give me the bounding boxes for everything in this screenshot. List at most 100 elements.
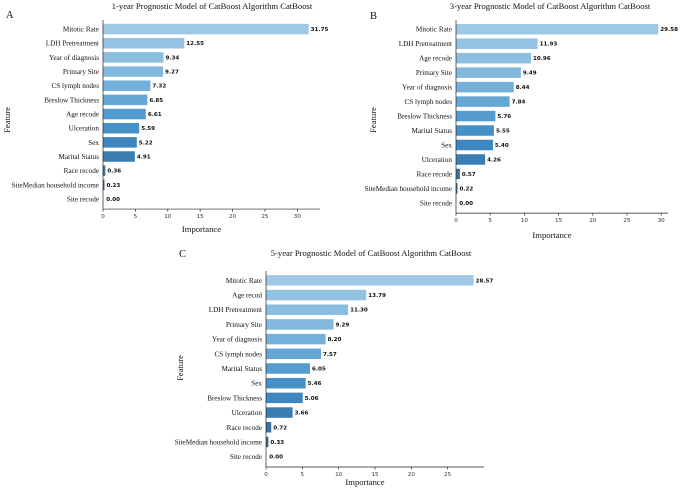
feature-label: Site recode <box>420 199 452 207</box>
value-label: 6.85 <box>149 98 163 104</box>
value-label: 7.57 <box>323 352 337 358</box>
bar <box>456 154 486 165</box>
feature-label: Year of diagnosis <box>212 336 262 344</box>
bar <box>103 66 164 77</box>
value-label: 0.72 <box>273 425 287 431</box>
bar <box>103 80 151 91</box>
bar <box>103 151 135 162</box>
x-tick-label: 10 <box>335 472 343 478</box>
value-label: 9.49 <box>523 71 537 77</box>
feature-label: Race recode <box>417 170 452 178</box>
feature-label: Primary Site <box>63 68 99 76</box>
value-label: 0.00 <box>269 455 283 461</box>
x-tick-label: 10 <box>164 214 172 220</box>
feature-label: Ulceration <box>422 156 453 164</box>
bar <box>456 52 531 64</box>
feature-label: Primary Site <box>226 321 262 329</box>
feature-label: Age recode <box>66 111 99 119</box>
feature-label: Year of diagnosis <box>49 54 99 62</box>
feature-label: Mitotic Rate <box>416 26 452 34</box>
chart-panel-c: C 5-year Prognostic Model of CatBoost Alg… <box>175 248 494 487</box>
x-tick-label: 0 <box>454 218 458 224</box>
value-label: 11.93 <box>540 42 558 48</box>
feature-label: Primary Site <box>416 69 452 77</box>
value-label: 28.57 <box>476 278 494 284</box>
value-label: 5.40 <box>495 143 509 149</box>
feature-label: Age recod <box>232 292 262 300</box>
chart-panel-b: B 3-year Prognostic Model of CatBoost Alg… <box>365 1 679 240</box>
y-axis-label: Feature <box>2 107 12 133</box>
bar <box>456 81 514 93</box>
x-axis-label: Importance <box>532 230 571 240</box>
bar <box>266 304 349 315</box>
feature-label: Mitotic Rate <box>226 277 262 285</box>
value-label: 0.22 <box>460 186 474 192</box>
bar <box>103 122 140 134</box>
feature-label: Age recode <box>419 55 452 63</box>
value-label: 4.26 <box>487 157 501 163</box>
x-tick-label: 5 <box>301 472 305 478</box>
bar <box>456 125 494 136</box>
feature-label: CS lymph nodes <box>51 82 99 90</box>
chart-panel-a: A 1-year Prognostic Model of CatBoost Alg… <box>2 1 328 234</box>
value-label: 9.34 <box>166 55 180 61</box>
x-tick-label: 20 <box>229 214 237 220</box>
feature-label: LDH Pretreatment <box>46 40 99 48</box>
x-tick-label: 0 <box>101 214 105 220</box>
value-label: 0.00 <box>106 197 120 203</box>
chart-title: 3-year Prognostic Model of CatBoost Algo… <box>450 1 651 11</box>
bar <box>103 108 146 120</box>
bar <box>266 289 367 301</box>
value-label: 8.20 <box>328 337 342 343</box>
bar <box>266 422 272 433</box>
feature-label: Ulceration <box>232 409 263 417</box>
bar <box>266 319 334 330</box>
bar <box>103 23 309 35</box>
value-label: 0.36 <box>107 169 121 175</box>
value-label: 0.33 <box>270 440 284 446</box>
bar <box>103 137 137 148</box>
x-axis-label: Importance <box>182 224 221 234</box>
bar <box>456 23 659 35</box>
x-tick-label: 10 <box>521 218 529 224</box>
feature-label: Marital Status <box>58 153 99 161</box>
value-label: 0.23 <box>106 183 120 189</box>
feature-label: Marital Status <box>411 127 452 135</box>
value-label: 5.55 <box>496 129 510 135</box>
value-label: 0.57 <box>462 172 476 178</box>
x-tick-label: 25 <box>623 218 631 224</box>
panel-label: A <box>6 10 14 21</box>
chart-title: 5-year Prognostic Model of CatBoost Algo… <box>271 248 472 258</box>
bar <box>266 407 293 418</box>
bar <box>456 168 460 180</box>
bar <box>266 333 326 345</box>
bar <box>266 363 310 374</box>
value-label: 5.22 <box>139 140 153 146</box>
x-tick-label: 15 <box>197 214 205 220</box>
bar <box>103 165 106 176</box>
value-label: 5.76 <box>497 114 511 120</box>
feature-label: SiteMedian household income <box>12 181 99 189</box>
x-tick-label: 5 <box>488 218 492 224</box>
x-tick-label: 25 <box>261 214 269 220</box>
value-label: 31.75 <box>311 27 329 33</box>
value-label: 12.55 <box>186 41 204 47</box>
x-tick-label: 20 <box>408 472 416 478</box>
feature-label: Breslow Thickness <box>397 113 452 121</box>
value-label: 11.30 <box>350 308 368 314</box>
value-label: 0.00 <box>459 201 473 207</box>
value-label: 3.66 <box>295 411 309 417</box>
feature-label: Marital Status <box>221 365 262 373</box>
bar <box>266 348 322 360</box>
bar <box>103 179 105 191</box>
feature-label: Year of diagnosis <box>402 84 452 92</box>
feature-label: Breslow Thickness <box>44 96 99 104</box>
bar <box>456 96 510 107</box>
panel-label: B <box>370 11 377 22</box>
value-label: 29.58 <box>660 27 678 33</box>
panel-label: C <box>179 249 186 260</box>
feature-label: Sex <box>441 142 452 150</box>
value-label: 5.59 <box>141 126 155 132</box>
value-label: 5.06 <box>305 396 319 402</box>
x-tick-label: 30 <box>294 214 302 220</box>
